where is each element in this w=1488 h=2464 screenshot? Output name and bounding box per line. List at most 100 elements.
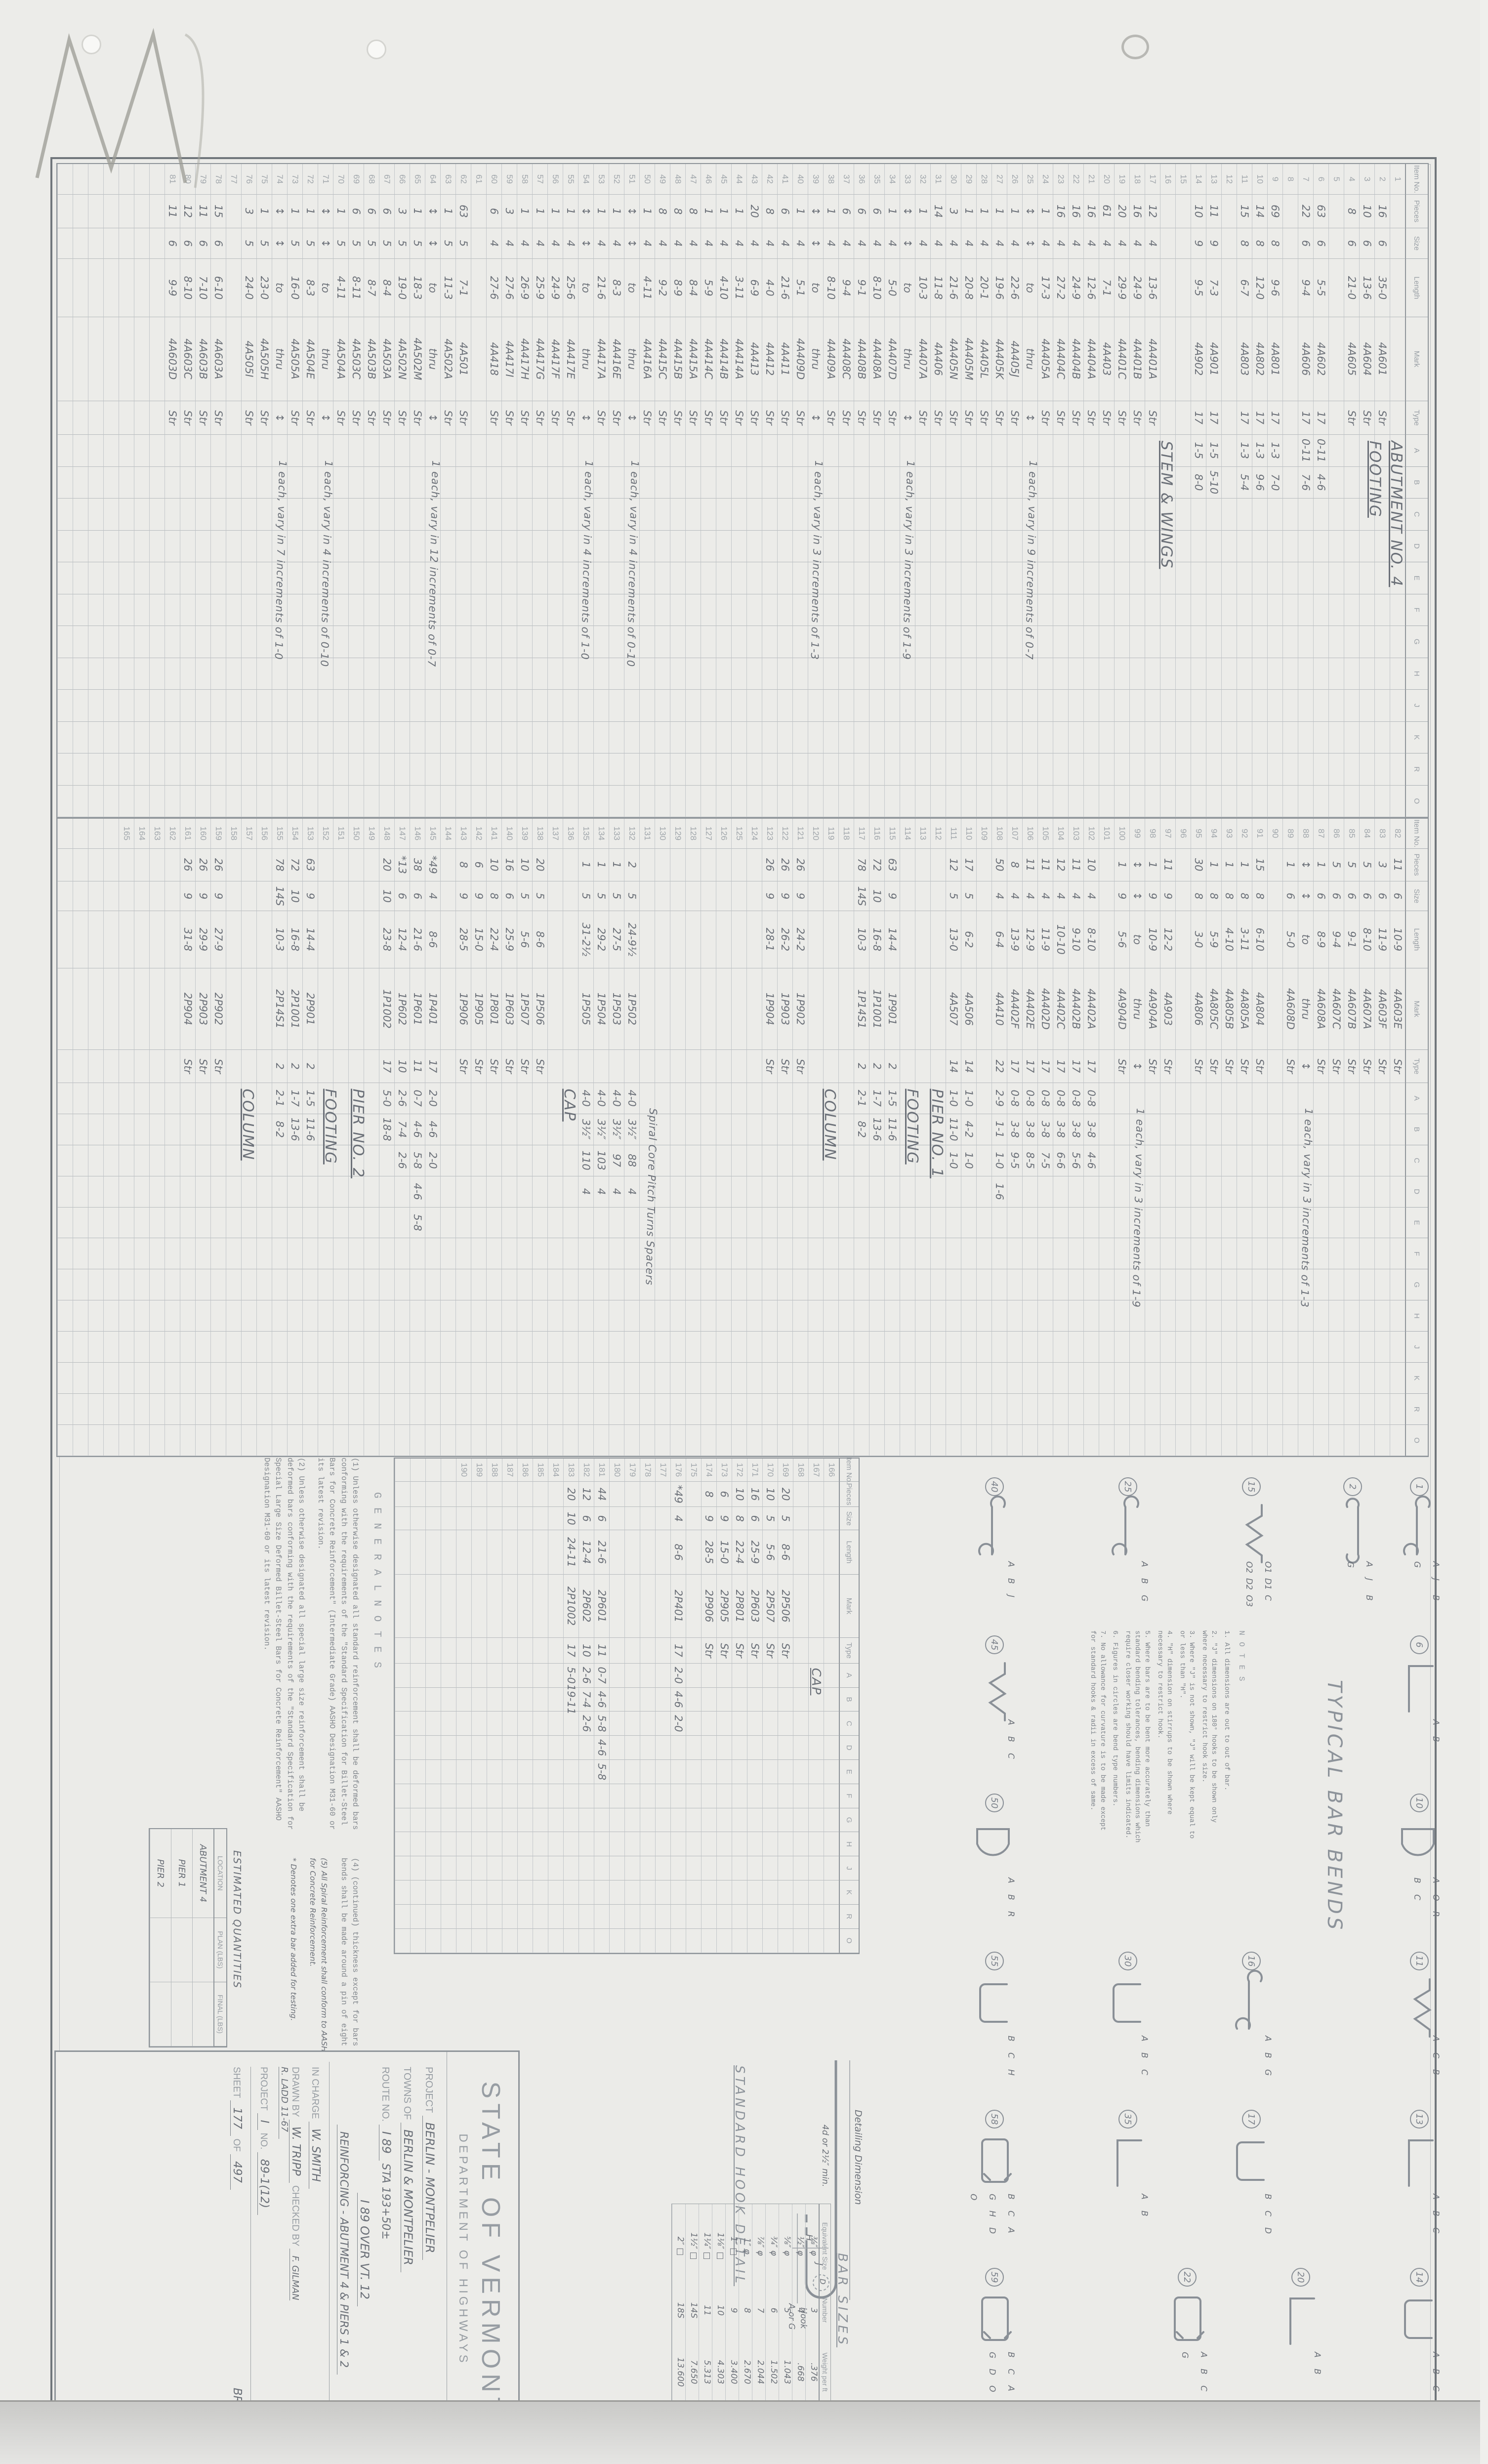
table-cell bbox=[900, 466, 915, 499]
column-header: Length bbox=[1405, 911, 1428, 968]
table-cell bbox=[594, 1832, 609, 1857]
item-number-cell: 146 bbox=[410, 819, 425, 849]
bend-dim-label: O1 bbox=[1263, 1561, 1273, 1574]
table-cell bbox=[547, 658, 563, 690]
item-number-cell: 27 bbox=[992, 164, 1007, 195]
table-cell bbox=[195, 1332, 210, 1363]
table-cell bbox=[501, 466, 517, 499]
table-cell bbox=[639, 499, 655, 531]
table-row: 175 bbox=[686, 1459, 701, 1953]
table-cell bbox=[471, 1481, 487, 1507]
table-cell bbox=[149, 881, 165, 912]
table-cell: Str bbox=[1374, 1050, 1390, 1083]
table-cell bbox=[1313, 721, 1328, 753]
table-cell bbox=[1221, 466, 1237, 499]
table-cell bbox=[547, 1083, 563, 1114]
table-cell bbox=[533, 1856, 548, 1881]
table-cell bbox=[440, 881, 455, 912]
table-cell bbox=[180, 785, 195, 817]
table-cell bbox=[410, 721, 425, 753]
table-cell: 6 bbox=[1328, 881, 1344, 912]
table-row: 7 22 6 9-4 4A606 17 0-11 7-6 bbox=[1298, 164, 1313, 817]
table-cell: 1 bbox=[440, 195, 455, 228]
table-cell: 4A415A bbox=[685, 317, 701, 401]
bend-dim-label: G bbox=[1139, 1595, 1149, 1602]
table-cell bbox=[640, 1784, 655, 1808]
table-cell bbox=[578, 435, 593, 467]
table-cell: 63 bbox=[884, 848, 900, 881]
table-cell bbox=[609, 1904, 624, 1929]
bend-shape bbox=[1413, 1978, 1432, 2038]
table-cell bbox=[824, 1784, 839, 1808]
table-cell: 4A503C bbox=[348, 317, 364, 401]
bend-dim-label: C bbox=[1006, 2052, 1016, 2058]
table-cell bbox=[838, 466, 854, 499]
table-cell bbox=[777, 1083, 792, 1114]
item-number-cell: 133 bbox=[609, 819, 624, 849]
bend-dim-label: A bbox=[1139, 2036, 1149, 2042]
table-cell bbox=[272, 1207, 287, 1239]
item-number-cell: 113 bbox=[915, 819, 930, 849]
table-row: 13 11 9 7-3 4A901 17 1-5 5-10 bbox=[1206, 164, 1221, 817]
table-cell: 3-8 bbox=[1068, 1114, 1083, 1145]
table-cell bbox=[226, 1207, 241, 1239]
table-cell bbox=[762, 785, 777, 817]
table-cell bbox=[302, 562, 318, 594]
item-number-cell: 98 bbox=[1145, 819, 1160, 849]
table-cell bbox=[471, 1507, 487, 1531]
table-cell bbox=[394, 1176, 410, 1208]
table-cell bbox=[624, 1507, 640, 1531]
table-cell bbox=[1328, 530, 1344, 562]
table-cell: 29-2 bbox=[593, 911, 609, 968]
table-cell bbox=[455, 1145, 471, 1176]
table-cell bbox=[731, 848, 746, 881]
item-number-cell: 73 bbox=[287, 164, 302, 195]
table-cell bbox=[1037, 1332, 1053, 1363]
table-cell: Str bbox=[1390, 1050, 1405, 1083]
table-cell bbox=[823, 1332, 838, 1363]
item-number-cell: 11 bbox=[1237, 164, 1252, 195]
table-cell bbox=[1221, 317, 1237, 401]
table-cell: 4-6 bbox=[410, 1114, 425, 1145]
table-cell bbox=[854, 626, 869, 658]
table-cell bbox=[149, 785, 165, 817]
table-cell bbox=[593, 594, 609, 626]
item-number-cell: 54 bbox=[578, 164, 593, 195]
table-cell bbox=[792, 1300, 808, 1332]
table-cell bbox=[241, 1083, 256, 1114]
table-cell bbox=[287, 1238, 302, 1270]
table-cell bbox=[487, 1574, 502, 1638]
table-cell bbox=[165, 1238, 180, 1270]
table-cell bbox=[762, 1712, 778, 1736]
table-cell bbox=[517, 435, 532, 467]
table-cell bbox=[685, 1332, 701, 1363]
table-cell bbox=[670, 968, 685, 1050]
table-cell bbox=[471, 562, 486, 594]
table-cell bbox=[762, 658, 777, 690]
table-cell bbox=[1053, 1176, 1068, 1208]
table-cell bbox=[88, 435, 103, 467]
table-cell bbox=[869, 562, 884, 594]
bend-dim-label: A bbox=[1006, 2227, 1016, 2233]
table-cell: 24-11 bbox=[563, 1530, 579, 1575]
table-cell bbox=[456, 1530, 471, 1575]
table-cell bbox=[762, 1856, 778, 1881]
table-cell bbox=[732, 1832, 747, 1857]
item-number-cell: 167 bbox=[808, 1459, 824, 1482]
table-cell: 11 bbox=[410, 1050, 425, 1083]
item-number-cell: 164 bbox=[134, 819, 149, 849]
table-cell bbox=[1344, 626, 1359, 658]
table-cell bbox=[731, 1425, 746, 1457]
table-cell: Str bbox=[685, 401, 701, 435]
table-cell bbox=[1068, 1332, 1083, 1363]
table-cell: 5 bbox=[609, 881, 624, 912]
bar-sizes-cell: 11 bbox=[702, 2305, 712, 2316]
table-cell bbox=[471, 1663, 487, 1688]
table-cell: 5 bbox=[379, 228, 394, 259]
table-cell bbox=[854, 1207, 869, 1239]
table-cell: 17 bbox=[1022, 1050, 1037, 1083]
table-cell bbox=[1221, 1425, 1237, 1457]
table-cell bbox=[318, 1238, 333, 1270]
table-cell bbox=[1129, 626, 1145, 658]
table-cell bbox=[73, 1425, 88, 1457]
